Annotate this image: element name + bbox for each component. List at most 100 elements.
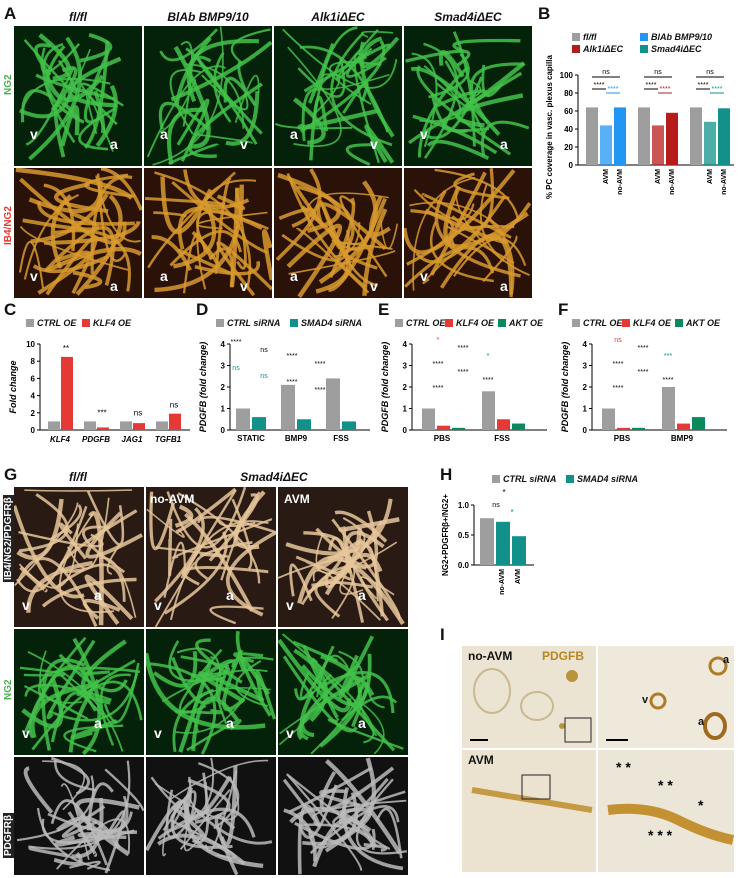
panel-h-bar [480, 518, 494, 565]
vessel-segment [194, 260, 261, 276]
vessel-segment [37, 200, 135, 226]
panel-b-tick-label: 40 [564, 125, 573, 134]
panel-f-sig: **** [638, 369, 649, 376]
panel-h-legend-ctrl: CTRL siRNA [492, 474, 556, 484]
panel-f-bar [662, 387, 675, 430]
vessel-segment [159, 28, 218, 62]
vessel-segment [209, 605, 264, 625]
panel-d-bar [252, 417, 266, 430]
vessel-segment [223, 76, 257, 107]
vessel-segment [297, 185, 355, 250]
panel-a-tile-merge-2-vessels [145, 169, 272, 297]
panel-g-tile-r1c2-vessels [146, 487, 276, 627]
vessel-segment [178, 648, 223, 714]
panel-d-bar [342, 421, 356, 430]
vessel-segment [197, 55, 263, 135]
vessel-segment [146, 508, 185, 538]
panel-f-legend-klf4: KLF4 OE [622, 318, 671, 328]
panel-e-bar [452, 427, 465, 430]
panel-e-bar [482, 391, 495, 430]
vessel-segment [171, 181, 268, 254]
panel-f-sig: **** [613, 385, 624, 392]
vessel-segment [481, 120, 530, 157]
vessel-segment [188, 82, 263, 159]
vessel-segment [334, 510, 388, 543]
vessel-segment [312, 26, 358, 125]
panel-d-bar [281, 384, 295, 430]
vessel-segment [158, 101, 210, 131]
vessel-segment [24, 683, 112, 702]
panel-c-legend-oe: KLF4 OE [82, 318, 131, 328]
vessel-segment [93, 90, 106, 134]
panel-d-legend-ctrl: CTRL siRNA [216, 318, 280, 328]
panel-i-noavm-label: no-AVM [468, 649, 513, 663]
panel-c-ylabel: Fold change [8, 360, 18, 413]
vessel-segment [285, 498, 393, 556]
panel-d-x-label: STATIC [237, 434, 265, 443]
vessel-segment [331, 233, 364, 245]
vessel-segment [285, 773, 391, 851]
vessel-segment [358, 700, 385, 755]
vessel-segment [183, 775, 232, 821]
panel-g-tile-r2c1-vessel-label: a [94, 715, 102, 731]
vessel-segment [287, 775, 363, 871]
vessel-segment [19, 666, 66, 677]
panel-d-sig: **** [287, 379, 298, 386]
asterisk-icon: * * * [648, 827, 673, 843]
vessel-segment [54, 834, 102, 847]
panel-g-letter: G [4, 465, 18, 484]
panel-d-bar [236, 408, 250, 430]
vessel-segment [219, 765, 238, 847]
vessel-segment [172, 199, 217, 269]
vessel-segment [58, 512, 115, 614]
panel-g-subcolumn-2: AVM [284, 492, 310, 506]
panel-b-bar [638, 107, 650, 165]
panel-a-tile-merge-1-vessels [15, 168, 142, 296]
panel-a-tile-merge-1-vessel-label: v [30, 268, 38, 284]
panel-f-legend-ctrl: CTRL OE [572, 318, 622, 328]
vessel-segment [282, 778, 321, 828]
panel-i-tissue-2 [606, 656, 728, 741]
panel-b-x-label: AVM [707, 169, 714, 184]
vessel-segment [86, 490, 125, 546]
panel-g-tile-r2c3-vessel-label: a [358, 715, 366, 731]
vessel-segment [422, 228, 480, 284]
vessel-segment [157, 833, 246, 866]
vessel-segment [411, 52, 438, 148]
vessel-segment [104, 810, 126, 874]
asterisk-icon: * * [616, 759, 631, 775]
panel-b-bar [666, 112, 678, 165]
panel-f-sig: **** [663, 377, 674, 384]
panel-b-letter: B [538, 4, 551, 23]
vessel-segment [261, 229, 272, 281]
vessel-segment [145, 197, 226, 207]
panel-g-tile-r2c2-vessel-label: a [226, 715, 234, 731]
panel-b-legend-smad4: Smad4iΔEC [640, 44, 702, 54]
panel-g-tile-r1c1-vessel-label: a [94, 587, 102, 603]
vessel-segment [166, 487, 247, 549]
panel-h-x-label: AVM [515, 569, 522, 584]
panel-g-tile-r1c2-vessel-label: v [154, 597, 162, 613]
vessel-segment [183, 169, 250, 210]
vessel-segment [25, 67, 75, 146]
panel-a-tile-ng2-1-vessel-label: v [30, 126, 38, 142]
panel-f-bar [677, 423, 690, 430]
panel-c-bar [97, 427, 109, 430]
panel-f-tick-label: 4 [583, 340, 588, 349]
vessel-segment [45, 246, 142, 273]
vessel-segment [176, 647, 222, 701]
panel-b-bar [586, 107, 598, 165]
vessel-segment [255, 670, 276, 720]
vessel-segment [50, 66, 78, 112]
panel-d-tick-label: 1 [221, 405, 226, 414]
panel-a-col1: fl/fl [69, 10, 87, 24]
vessel-segment [486, 216, 515, 298]
vessel-segment [180, 41, 194, 127]
panel-e-tick-label: 1 [403, 405, 408, 414]
vessel-segment [237, 60, 247, 90]
